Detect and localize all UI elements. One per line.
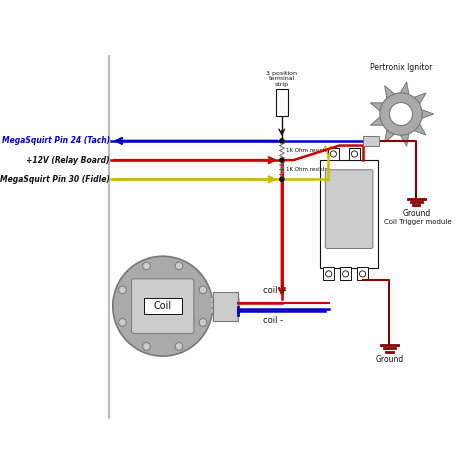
Circle shape — [390, 102, 412, 126]
Circle shape — [175, 343, 183, 350]
Text: Pertronix Ignitor: Pertronix Ignitor — [370, 63, 432, 72]
Bar — [144, 299, 182, 314]
FancyBboxPatch shape — [325, 170, 373, 248]
Circle shape — [113, 256, 213, 356]
Polygon shape — [414, 124, 426, 135]
Polygon shape — [400, 134, 409, 146]
Circle shape — [380, 93, 422, 135]
Text: Ground: Ground — [375, 356, 403, 365]
Circle shape — [359, 271, 365, 277]
Circle shape — [280, 158, 284, 162]
Circle shape — [280, 139, 284, 143]
Polygon shape — [385, 86, 394, 98]
Polygon shape — [414, 93, 426, 104]
Polygon shape — [400, 82, 409, 94]
Bar — [349, 148, 360, 160]
Text: 1K Ohm resistor: 1K Ohm resistor — [286, 148, 331, 153]
Text: MegaSquirt Pin 24 (Tach): MegaSquirt Pin 24 (Tach) — [1, 137, 109, 146]
Circle shape — [143, 262, 150, 270]
Text: Coil: Coil — [154, 301, 172, 311]
Polygon shape — [385, 130, 394, 142]
Bar — [323, 266, 334, 280]
Text: 1K Ohm resistor: 1K Ohm resistor — [286, 167, 331, 172]
Text: +12V (Relay Board): +12V (Relay Board) — [26, 155, 109, 164]
FancyBboxPatch shape — [132, 279, 194, 333]
Circle shape — [280, 177, 284, 182]
Circle shape — [199, 319, 207, 326]
Text: MegaSquirt Pin 30 (Fidle): MegaSquirt Pin 30 (Fidle) — [0, 175, 109, 184]
Circle shape — [175, 262, 183, 270]
Circle shape — [143, 343, 150, 350]
Circle shape — [343, 271, 349, 277]
Text: Ground: Ground — [402, 210, 430, 219]
Polygon shape — [370, 117, 383, 125]
Polygon shape — [370, 103, 383, 111]
Circle shape — [330, 151, 337, 157]
Bar — [213, 292, 237, 321]
Bar — [357, 266, 368, 280]
Bar — [328, 148, 339, 160]
Bar — [363, 137, 379, 146]
Circle shape — [118, 286, 126, 294]
Text: 3 position
terminal
strip: 3 position terminal strip — [266, 71, 297, 87]
Bar — [276, 89, 288, 116]
Bar — [340, 266, 351, 280]
Circle shape — [326, 271, 332, 277]
Bar — [320, 160, 378, 268]
Text: Coil Trigger module: Coil Trigger module — [383, 219, 451, 225]
Text: coil -: coil - — [263, 316, 283, 325]
Circle shape — [351, 151, 357, 157]
Text: coil +: coil + — [263, 285, 287, 294]
Circle shape — [118, 319, 126, 326]
Circle shape — [199, 286, 207, 294]
Polygon shape — [422, 109, 434, 118]
